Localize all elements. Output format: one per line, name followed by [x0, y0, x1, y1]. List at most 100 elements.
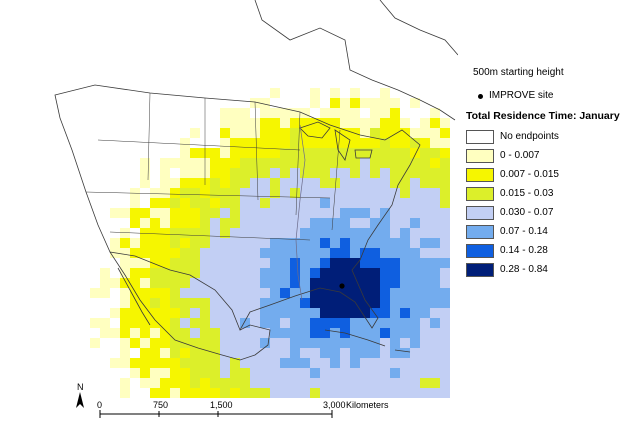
grid-cell	[400, 348, 410, 358]
grid-cell	[130, 318, 140, 328]
grid-cell	[140, 278, 150, 288]
grid-cell	[360, 338, 370, 348]
grid-cell	[310, 218, 320, 228]
grid-cell	[330, 238, 340, 248]
grid-cell	[260, 188, 270, 198]
grid-cell	[420, 308, 430, 318]
grid-cell	[390, 368, 400, 378]
grid-cell	[160, 288, 170, 298]
grid-cell	[250, 378, 260, 388]
legend-swatch	[466, 187, 494, 201]
grid-cell	[130, 218, 140, 228]
grid-cell	[160, 228, 170, 238]
grid-cell	[440, 118, 450, 128]
grid-cell	[430, 318, 440, 328]
grid-cell	[430, 248, 440, 258]
grid-cell	[230, 148, 240, 158]
grid-cell	[400, 238, 410, 248]
grid-cell	[220, 108, 230, 118]
grid-cell	[430, 108, 440, 118]
grid-cell	[120, 248, 130, 258]
grid-cell	[160, 388, 170, 398]
grid-cell	[240, 268, 250, 278]
grid-cell	[170, 228, 180, 238]
grid-cell	[170, 328, 180, 338]
grid-cell	[270, 148, 280, 158]
grid-cell	[310, 338, 320, 348]
grid-cell	[230, 358, 240, 368]
grid-cell	[390, 118, 400, 128]
grid-cell	[250, 268, 260, 278]
grid-cell	[270, 248, 280, 258]
grid-cell	[430, 148, 440, 158]
grid-cell	[220, 158, 230, 168]
grid-cell	[150, 278, 160, 288]
grid-cell	[250, 298, 260, 308]
grid-cell	[350, 208, 360, 218]
grid-cell	[220, 208, 230, 218]
grid-cell	[380, 138, 390, 148]
legend-class-6: 0.14 - 0.28	[466, 244, 626, 258]
grid-cell	[380, 368, 390, 378]
grid-cell	[200, 288, 210, 298]
grid-cell	[370, 338, 380, 348]
grid-cell	[180, 248, 190, 258]
grid-cell	[380, 248, 390, 258]
grid-cell	[330, 108, 340, 118]
grid-cell	[290, 298, 300, 308]
grid-cell	[330, 388, 340, 398]
grid-cell	[160, 248, 170, 258]
grid-cell	[110, 308, 120, 318]
grid-cell	[330, 378, 340, 388]
grid-cell	[220, 298, 230, 308]
grid-cell	[230, 198, 240, 208]
grid-cell	[330, 278, 340, 288]
grid-cell	[440, 248, 450, 258]
grid-cell	[390, 318, 400, 328]
grid-cell	[210, 168, 220, 178]
grid-cell	[160, 158, 170, 168]
grid-cell	[330, 368, 340, 378]
grid-cell	[330, 308, 340, 318]
grid-cell	[270, 178, 280, 188]
grid-cell	[430, 118, 440, 128]
grid-cell	[220, 198, 230, 208]
grid-cell	[170, 198, 180, 208]
grid-cell	[280, 318, 290, 328]
grid-cell	[360, 388, 370, 398]
grid-cell	[260, 148, 270, 158]
grid-cell	[320, 348, 330, 358]
grid-cell	[390, 288, 400, 298]
grid-cell	[140, 178, 150, 188]
grid-cell	[220, 168, 230, 178]
grid-cell	[400, 258, 410, 268]
grid-cell	[270, 228, 280, 238]
grid-cell	[280, 218, 290, 228]
hudson-coast	[379, 0, 458, 56]
north-arrow: N	[76, 382, 84, 408]
grid-cell	[160, 318, 170, 328]
grid-cell	[440, 318, 450, 328]
grid-cell	[310, 388, 320, 398]
grid-cell	[390, 148, 400, 158]
grid-cell	[250, 308, 260, 318]
grid-cell	[350, 118, 360, 128]
grid-cell	[160, 178, 170, 188]
grid-cell	[270, 288, 280, 298]
grid-cell	[130, 258, 140, 268]
grid-cell	[210, 258, 220, 268]
grid-cell	[340, 308, 350, 318]
grid-cell	[120, 308, 130, 318]
grid-cell	[320, 388, 330, 398]
grid-cell	[260, 218, 270, 228]
grid-cell	[260, 318, 270, 328]
grid-cell	[190, 228, 200, 238]
grid-cell	[280, 388, 290, 398]
grid-cell	[240, 228, 250, 238]
grid-cell	[360, 378, 370, 388]
grid-cell	[310, 178, 320, 188]
grid-cell	[160, 278, 170, 288]
legend-class-label: 0.015 - 0.03	[500, 188, 554, 199]
grid-cell	[320, 108, 330, 118]
grid-cell	[110, 328, 120, 338]
